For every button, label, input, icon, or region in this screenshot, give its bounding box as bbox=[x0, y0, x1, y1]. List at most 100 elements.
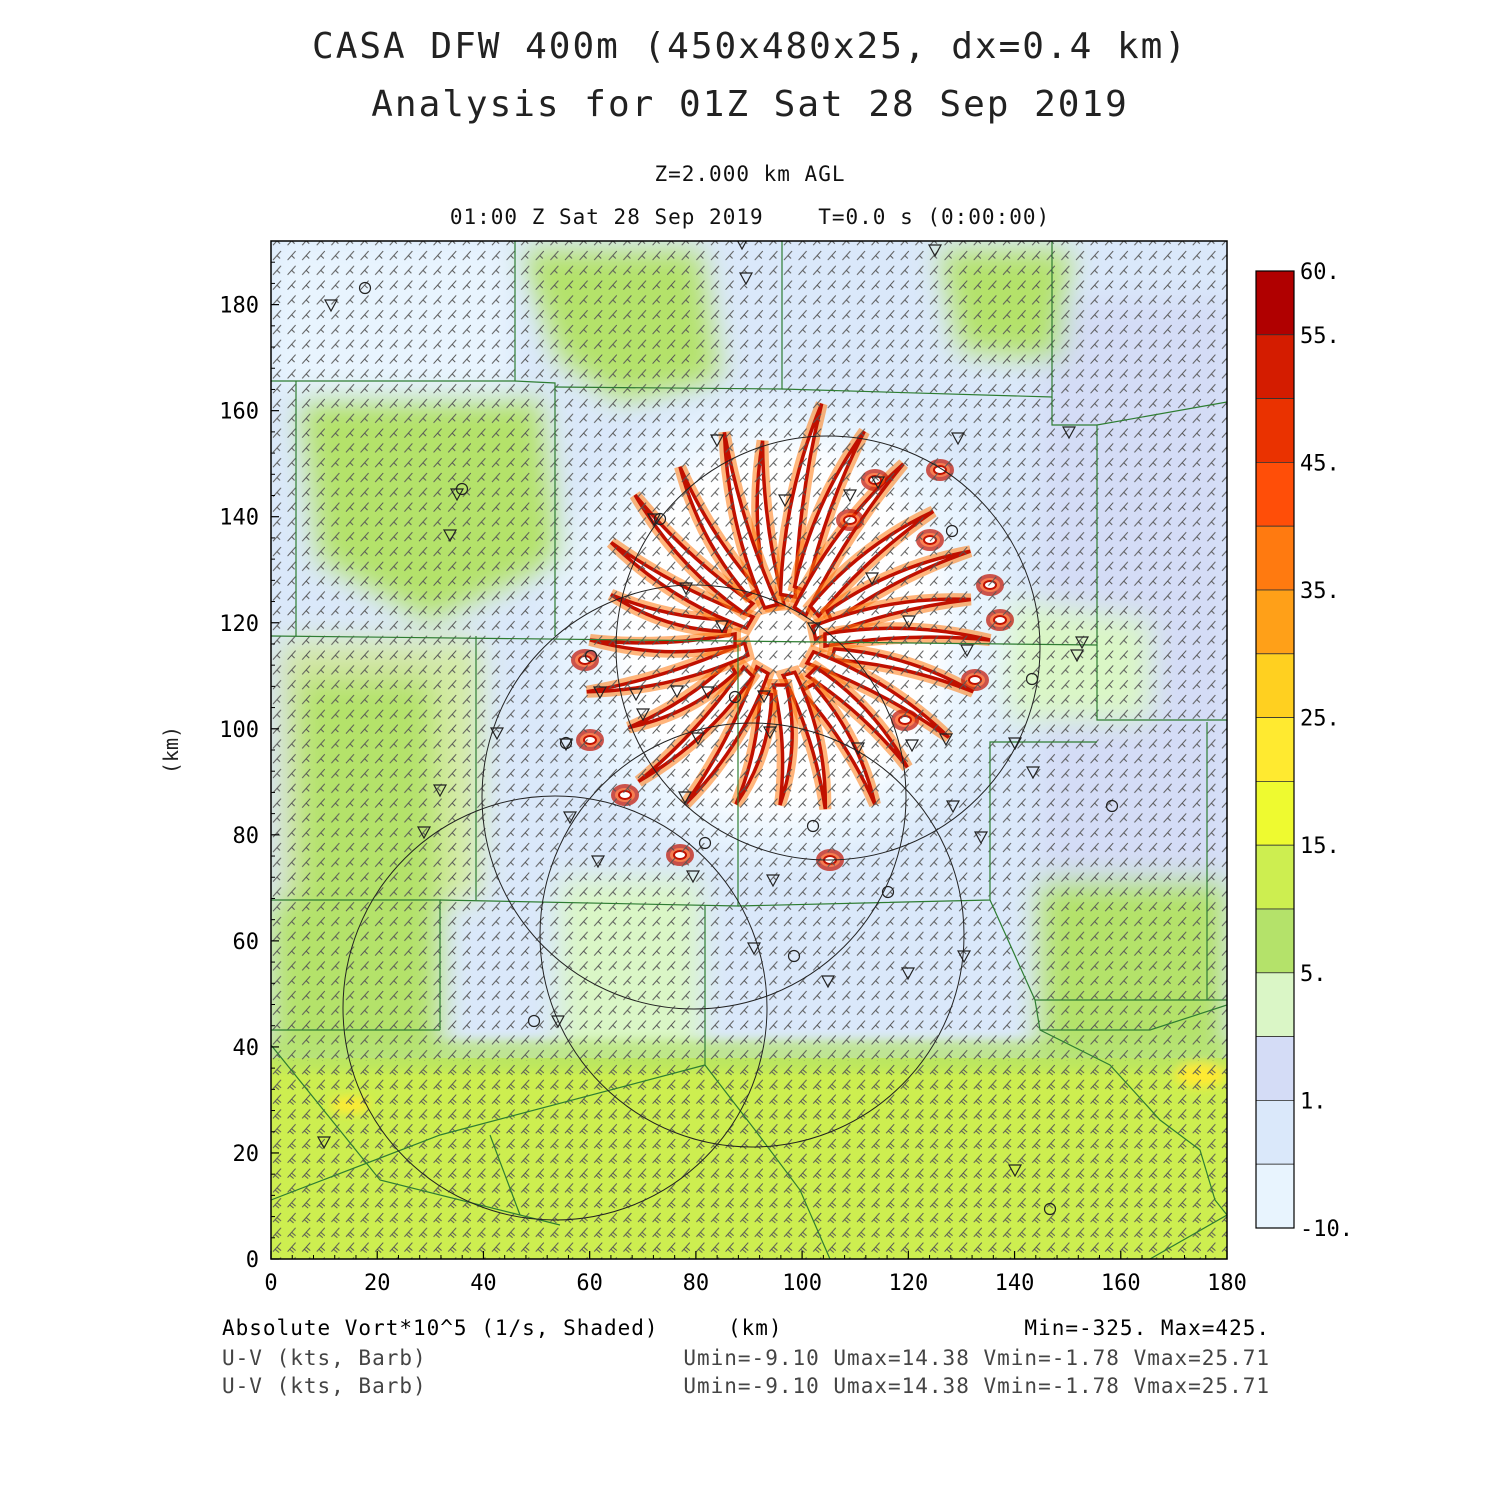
station-triangle bbox=[736, 241, 748, 251]
station-triangle bbox=[442, 529, 458, 543]
station-triangle bbox=[562, 811, 578, 825]
station-triangle bbox=[690, 732, 706, 746]
station-triangle bbox=[950, 432, 966, 446]
x-tick-label: 40 bbox=[470, 1271, 497, 1296]
barb-label-1: U-V (kts, Barb) bbox=[222, 1346, 427, 1370]
colorbar-label: 45. bbox=[1300, 451, 1340, 476]
y-tick-label: 120 bbox=[219, 612, 259, 637]
x-tick-label: 60 bbox=[576, 1271, 603, 1296]
station-triangle bbox=[1069, 649, 1085, 663]
station-triangle bbox=[1007, 737, 1023, 751]
station-triangle bbox=[685, 870, 701, 884]
station-triangle bbox=[738, 272, 754, 286]
colorbar: 60. 55. 45. 35. 25. 15. 5. 1. -10. bbox=[1255, 260, 1353, 1242]
station-circle bbox=[1025, 672, 1039, 686]
colorbar-swatch bbox=[1255, 844, 1295, 910]
x-tick-label: 120 bbox=[888, 1271, 928, 1296]
level-label: Z=2.000 km AGL bbox=[654, 162, 846, 186]
colorbar-swatch bbox=[1255, 717, 1295, 782]
colorbar-swatch bbox=[1255, 653, 1295, 718]
x-axis-label: (km) bbox=[728, 1316, 783, 1340]
station-triangle bbox=[904, 739, 920, 753]
station-circle bbox=[806, 819, 820, 833]
wind-stats-1: Umin=-9.10 Umax=14.38 Vmin=-1.78 Vmax=25… bbox=[683, 1346, 1270, 1370]
y-tick-label: 160 bbox=[219, 400, 259, 425]
station-circle bbox=[698, 836, 712, 850]
valid-time-label: 01:00 Z Sat 28 Sep 2019 T=0.0 s (0:00:00… bbox=[449, 205, 1051, 229]
station-triangle bbox=[1074, 636, 1090, 650]
station-circle bbox=[945, 524, 959, 538]
y-tick-label: 0 bbox=[246, 1248, 259, 1273]
radar-range-rings bbox=[342, 435, 1041, 1221]
station-triangle bbox=[746, 942, 762, 956]
station-triangle bbox=[432, 784, 448, 798]
y-tick-label: 100 bbox=[219, 718, 259, 743]
colorbar-swatch bbox=[1255, 461, 1295, 527]
station-triangle bbox=[714, 620, 730, 634]
station-triangle bbox=[901, 615, 917, 629]
station-triangle bbox=[870, 476, 886, 490]
station-triangle bbox=[973, 831, 989, 845]
station-triangle bbox=[806, 622, 822, 636]
station-triangle bbox=[550, 1015, 566, 1029]
station-circle bbox=[584, 649, 598, 663]
y-tick-label: 140 bbox=[219, 506, 259, 531]
station-circle bbox=[653, 512, 667, 526]
station-triangle bbox=[956, 950, 972, 964]
station-triangle bbox=[489, 727, 505, 741]
wind-stats-2: Umin=-9.10 Umax=14.38 Vmin=-1.78 Vmax=25… bbox=[683, 1374, 1270, 1398]
colorbar-swatch bbox=[1255, 908, 1295, 974]
wind-barbs-south bbox=[271, 1060, 1227, 1259]
station-triangle bbox=[850, 742, 866, 756]
station-triangle bbox=[762, 726, 778, 740]
station-triangle bbox=[635, 708, 651, 722]
station-triangle bbox=[959, 644, 975, 658]
station-triangle bbox=[938, 733, 954, 747]
station-triangle bbox=[1007, 1164, 1023, 1178]
station-circle bbox=[358, 281, 372, 295]
x-tick-label: 140 bbox=[995, 1271, 1035, 1296]
minmax-label: Min=-325. Max=425. bbox=[1024, 1316, 1270, 1340]
barb-label-2: U-V (kts, Barb) bbox=[222, 1374, 427, 1398]
station-triangle bbox=[820, 975, 836, 989]
colorbar-label: 25. bbox=[1300, 707, 1340, 732]
wind-barbs-north bbox=[271, 241, 1227, 1061]
station-triangle bbox=[1061, 426, 1077, 440]
station-circle bbox=[728, 690, 742, 704]
y-axis-label: (km) bbox=[159, 726, 183, 774]
x-tick-label: 180 bbox=[1207, 1271, 1247, 1296]
colorbar-label: 55. bbox=[1300, 324, 1340, 349]
station-triangle bbox=[646, 513, 662, 527]
colorbar-swatch bbox=[1255, 398, 1295, 463]
y-tick-label: 40 bbox=[233, 1036, 260, 1061]
colorbar-swatch bbox=[1255, 781, 1295, 846]
station-triangle bbox=[316, 1136, 332, 1150]
station-triangle bbox=[927, 244, 943, 258]
colorbar-swatch bbox=[1255, 1100, 1295, 1165]
colorbar-swatch bbox=[1255, 1163, 1295, 1229]
station-triangle bbox=[777, 494, 793, 508]
y-axis: 0 20 40 60 80 100 120 140 160 180 bbox=[219, 240, 279, 1273]
station-triangle bbox=[628, 688, 644, 702]
station-triangle bbox=[323, 299, 339, 313]
station-triangle bbox=[1025, 766, 1041, 780]
colorbar-frame bbox=[1255, 270, 1295, 1229]
x-tick-label: 0 bbox=[264, 1271, 277, 1296]
colorbar-label: -10. bbox=[1300, 1217, 1353, 1242]
station-triangle bbox=[900, 967, 916, 981]
station-triangle bbox=[864, 572, 880, 586]
station-circle bbox=[527, 1014, 541, 1028]
station-triangle bbox=[558, 738, 574, 752]
station-triangle bbox=[945, 800, 961, 814]
y-tick-label: 80 bbox=[233, 824, 260, 849]
station-triangle bbox=[756, 690, 772, 704]
x-tick-label: 20 bbox=[364, 1271, 391, 1296]
station-triangle bbox=[678, 582, 694, 596]
colorbar-label: 5. bbox=[1300, 962, 1327, 987]
x-tick-label: 100 bbox=[782, 1271, 822, 1296]
station-circle bbox=[1043, 1202, 1057, 1216]
county-borders bbox=[271, 241, 1227, 1259]
colorbar-swatch bbox=[1255, 270, 1295, 336]
colorbar-swatch bbox=[1255, 972, 1295, 1037]
